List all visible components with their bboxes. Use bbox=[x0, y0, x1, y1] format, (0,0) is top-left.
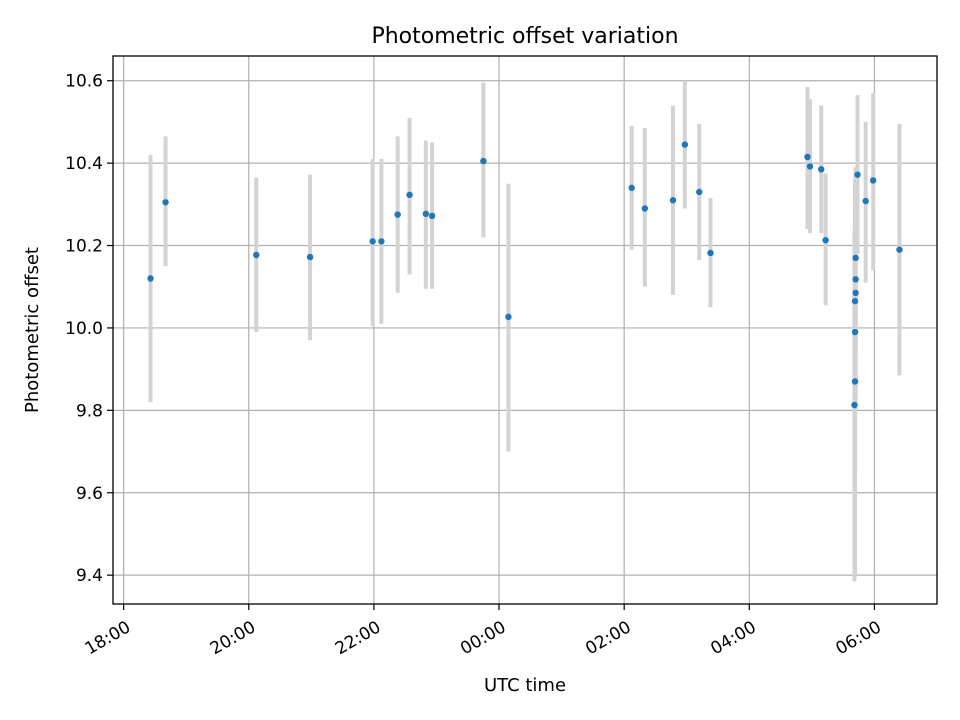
data-point bbox=[862, 197, 869, 205]
data-point bbox=[869, 177, 877, 184]
data-point bbox=[696, 188, 703, 196]
data-point bbox=[641, 205, 649, 212]
chart-title: Photometric offset variation bbox=[371, 24, 678, 49]
y-tick-label: 10.2 bbox=[65, 237, 103, 257]
y-tick-label: 9.8 bbox=[76, 401, 103, 421]
x-axis-label: UTC time bbox=[484, 675, 566, 696]
data-point bbox=[428, 212, 436, 220]
y-tick-label: 9.4 bbox=[76, 566, 103, 586]
data-point bbox=[306, 253, 314, 261]
data-point bbox=[854, 171, 861, 178]
data-point bbox=[628, 184, 635, 192]
data-point bbox=[896, 246, 903, 253]
y-axis-label: Photometric offset bbox=[22, 247, 43, 413]
data-points bbox=[147, 141, 903, 409]
data-point bbox=[378, 238, 385, 245]
data-point bbox=[480, 157, 487, 165]
data-point bbox=[681, 141, 689, 148]
y-axis: 9.4 9.6 9.8 10.0 10.2 10.4 10.6 bbox=[65, 72, 113, 586]
data-point bbox=[806, 163, 814, 170]
data-point bbox=[162, 199, 169, 206]
y-tick-label: 9.6 bbox=[76, 484, 103, 504]
data-point bbox=[422, 210, 430, 218]
data-point bbox=[851, 378, 859, 385]
plot-frame bbox=[112, 55, 938, 605]
data-point bbox=[818, 166, 825, 173]
data-point bbox=[253, 251, 260, 259]
data-point bbox=[851, 401, 858, 409]
data-point bbox=[851, 328, 859, 336]
data-point bbox=[822, 236, 829, 244]
data-point bbox=[707, 249, 714, 257]
y-tick-label: 10.6 bbox=[65, 72, 103, 92]
data-point bbox=[852, 254, 859, 262]
data-point bbox=[369, 238, 376, 245]
y-tick-label: 10.0 bbox=[65, 319, 103, 339]
data-point bbox=[804, 153, 811, 161]
data-point bbox=[147, 275, 154, 282]
data-point bbox=[852, 289, 859, 297]
data-point bbox=[394, 211, 401, 218]
data-point bbox=[505, 313, 512, 321]
data-point bbox=[406, 191, 413, 199]
grid bbox=[113, 56, 937, 604]
data-point bbox=[852, 276, 859, 283]
data-point bbox=[669, 197, 677, 204]
data-point bbox=[851, 297, 859, 305]
y-tick-label: 10.4 bbox=[65, 154, 103, 174]
